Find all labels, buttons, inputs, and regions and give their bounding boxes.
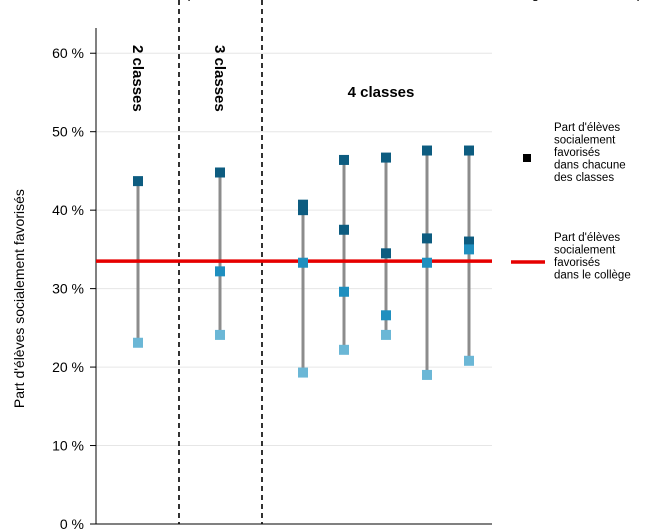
class-point <box>133 337 143 348</box>
legend-label-line: des classes <box>554 172 614 184</box>
y-tick-label: 30 % <box>52 281 84 297</box>
class-point <box>464 236 474 247</box>
y-tick-label: 40 % <box>52 202 84 218</box>
class-point <box>298 367 308 378</box>
grid <box>96 52 492 447</box>
class-point <box>464 145 474 156</box>
class-point <box>339 286 349 297</box>
legend-label-line: favorisés <box>554 147 600 159</box>
y-tick-label: 60 % <box>52 45 84 61</box>
class-point <box>298 205 308 216</box>
class-point <box>298 257 308 268</box>
legend-label-line: dans le collège <box>554 270 631 282</box>
group-label: 4 classes <box>348 84 415 101</box>
y-axis: 0 % 10 % 20 % 30 % 40 % 50 % 60 % <box>52 28 492 532</box>
class-point <box>215 329 225 340</box>
class-point <box>381 310 391 321</box>
legend-label-line: favorisés <box>554 257 600 269</box>
class-point <box>422 145 432 156</box>
legend-square-marker <box>523 154 531 162</box>
legend-label-line: dans chacune <box>554 160 626 172</box>
legend-label-line: Part d'élèves <box>554 232 620 244</box>
class-point <box>133 176 143 187</box>
class-point <box>215 167 225 178</box>
legend-label-line: socialement <box>554 245 616 257</box>
class-point <box>381 152 391 163</box>
class-point <box>381 248 391 259</box>
class-point <box>215 266 225 277</box>
class-point <box>464 355 474 366</box>
class-point <box>339 224 349 235</box>
y-tick-label: 20 % <box>52 359 84 375</box>
class-point <box>381 329 391 340</box>
class-point <box>339 154 349 165</box>
class-point <box>298 199 308 210</box>
group-labels: 2 classes 3 classes 4 classes <box>129 45 414 112</box>
y-axis-title: Part d'élèves socialement favorisés <box>11 189 27 408</box>
legend-label-line: Part d'élèves <box>554 122 620 134</box>
class-point <box>422 233 432 244</box>
y-tick-label: 10 % <box>52 438 84 454</box>
class-point <box>339 344 349 355</box>
class-point <box>464 244 474 255</box>
legend-label-line: socialement <box>554 135 616 147</box>
class-points <box>133 145 474 380</box>
class-point <box>422 257 432 268</box>
class-point <box>422 369 432 380</box>
y-tick-label: 0 % <box>60 516 84 532</box>
y-tick-label: 50 % <box>52 124 84 140</box>
group-label: 3 classes <box>211 45 228 112</box>
group-label: 2 classes <box>129 45 146 112</box>
chart-title: Écarts de composition sociale entre les … <box>98 0 653 1</box>
